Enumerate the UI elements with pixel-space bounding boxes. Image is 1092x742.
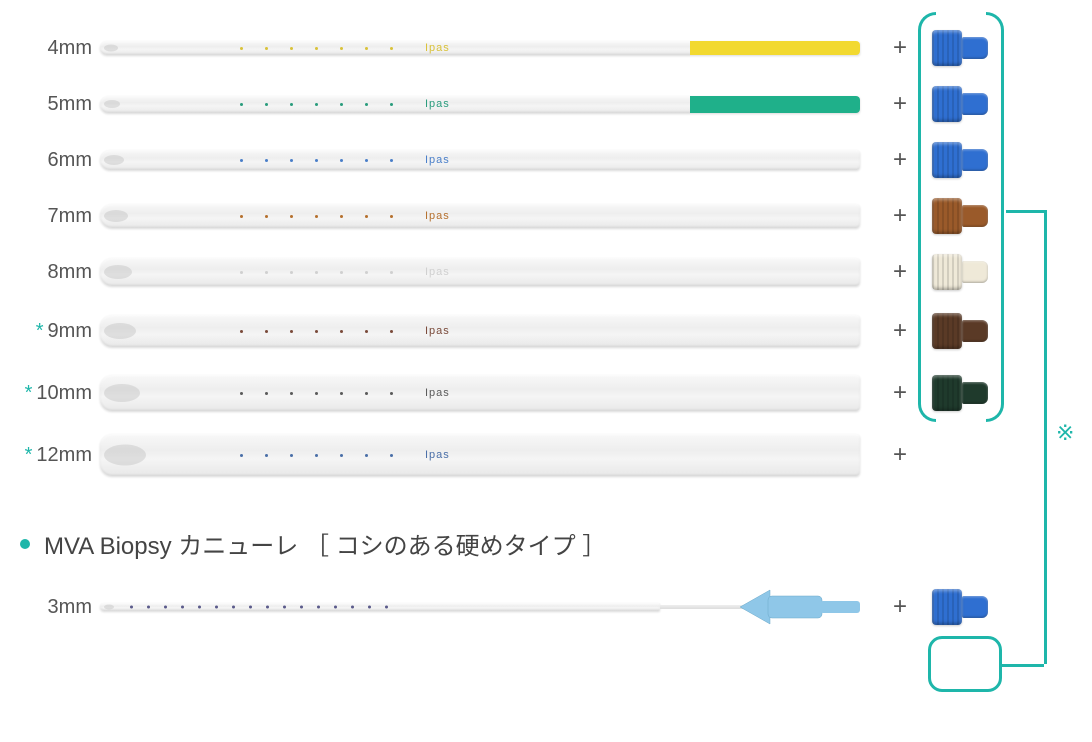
brand-label: Ipas	[425, 210, 450, 222]
brand-label: Ipas	[425, 98, 450, 110]
plus-symbol: +	[880, 202, 920, 230]
adapter-bracket-left	[918, 12, 936, 422]
color-band	[690, 96, 860, 113]
adapter	[932, 140, 988, 180]
asterisk-icon: *	[25, 444, 33, 467]
heading-text: MVA Biopsy カニューレ ［ コシのある硬めタイプ ］	[44, 526, 606, 561]
connector-top	[1006, 210, 1044, 213]
section-heading: MVA Biopsy カニューレ ［ コシのある硬めタイプ ］	[20, 526, 1092, 561]
size-label: *9mm	[0, 320, 100, 343]
asterisk-icon: *	[36, 320, 44, 343]
adapter-bracket-right	[986, 12, 1004, 422]
cannula-row: *12mm Ipas +	[0, 424, 1092, 486]
cannula-tube: Ipas	[100, 150, 860, 170]
size-label: 7mm	[0, 205, 100, 228]
brand-label: Ipas	[425, 266, 450, 278]
size-label: 8mm	[0, 261, 100, 284]
brand-label: Ipas	[425, 387, 450, 399]
adapter	[932, 587, 988, 627]
adapter	[932, 373, 988, 413]
size-text: 8mm	[48, 261, 92, 284]
plus-symbol: +	[880, 593, 920, 621]
cannula-tube: Ipas	[100, 258, 860, 286]
adapter	[932, 311, 988, 351]
size-label: 6mm	[0, 149, 100, 172]
cannula-tube: Ipas	[100, 375, 860, 411]
size-text: 5mm	[48, 93, 92, 116]
biopsy-tube	[100, 603, 660, 611]
cannula-tube: Ipas	[100, 434, 860, 476]
biopsy-handle	[740, 582, 860, 632]
size-label: *10mm	[0, 382, 100, 405]
size-label: 4mm	[0, 37, 100, 60]
plus-symbol: +	[880, 441, 920, 469]
cannula-tube: Ipas	[100, 96, 860, 113]
asterisk-icon: *	[25, 382, 33, 405]
cannula-tube: Ipas	[100, 315, 860, 347]
size-text: 6mm	[48, 149, 92, 172]
plus-symbol: +	[880, 34, 920, 62]
biopsy-cannula-row: 3mm +	[0, 577, 1092, 637]
size-text: 10mm	[36, 382, 92, 405]
connector-bottom	[1002, 664, 1044, 667]
size-label: 3mm	[0, 596, 100, 619]
brand-label: Ipas	[425, 449, 450, 461]
color-band	[690, 41, 860, 55]
adapter	[932, 196, 988, 236]
connector-vertical	[1044, 210, 1047, 664]
bullet-icon	[20, 539, 30, 549]
brand-label: Ipas	[425, 42, 450, 54]
plus-symbol: +	[880, 379, 920, 407]
adapter	[932, 84, 988, 124]
biopsy-row: 3mm +	[0, 577, 1092, 637]
biopsy-adapter-box	[928, 636, 1002, 692]
size-text: 4mm	[48, 37, 92, 60]
size-text: 12mm	[36, 444, 92, 467]
note-symbol: ※	[1056, 420, 1074, 446]
brand-label: Ipas	[425, 325, 450, 337]
size-text: 3mm	[48, 596, 92, 619]
plus-symbol: +	[880, 146, 920, 174]
plus-symbol: +	[880, 90, 920, 118]
plus-symbol: +	[880, 317, 920, 345]
adapter	[932, 252, 988, 292]
cannula-tube: Ipas	[100, 204, 860, 228]
adapter	[932, 28, 988, 68]
size-text: 7mm	[48, 205, 92, 228]
cannula-tube: Ipas	[100, 41, 860, 55]
brand-label: Ipas	[425, 154, 450, 166]
plus-symbol: +	[880, 258, 920, 286]
size-text: 9mm	[48, 320, 92, 343]
size-label: 5mm	[0, 93, 100, 116]
size-label: *12mm	[0, 444, 100, 467]
